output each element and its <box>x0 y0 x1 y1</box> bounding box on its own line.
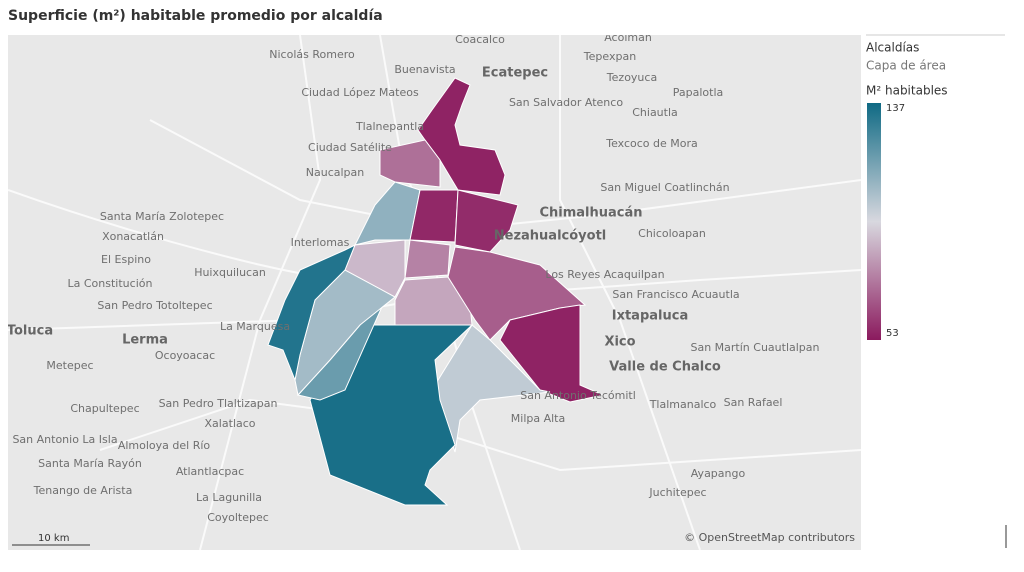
place-label: Ciudad López Mateos <box>301 86 419 99</box>
place-label: Ecatepec <box>482 66 548 81</box>
alcaldia <box>404 239 451 279</box>
place-label: Tlalnepantla <box>355 120 424 133</box>
legend-color-title: M² habitables <box>866 84 948 98</box>
place-label: Nezahualcóyotl <box>494 229 607 244</box>
color-ramp <box>867 103 881 340</box>
place-label: Buenavista <box>394 63 455 76</box>
place-label: Coyoltepec <box>207 511 269 524</box>
place-label: Chicoloapan <box>638 227 706 240</box>
place-label: San Salvador Atenco <box>509 96 623 109</box>
place-label: Tepexpan <box>583 50 636 63</box>
place-label: Ocoyoacac <box>155 349 215 362</box>
place-label: Almoloya del Río <box>118 439 211 452</box>
place-label: Chimalhuacán <box>539 206 642 221</box>
place-label: Papalotla <box>673 86 724 99</box>
place-label: Toluca <box>7 324 53 339</box>
place-label: San Rafael <box>724 396 783 409</box>
legend-layer-title: Alcaldías <box>866 41 919 55</box>
place-label: Ciudad Satélite <box>308 141 392 154</box>
place-label: Xico <box>604 335 635 350</box>
map: Coacalco Acolman Nicolás Romero Tepexpan Bue… <box>7 31 861 550</box>
title: Superficie (m²) habitable promedio por a… <box>8 8 383 24</box>
alcaldia <box>267 243 356 382</box>
place-label: Metepec <box>46 359 93 372</box>
place-label: San Miguel Coatlinchán <box>600 181 729 194</box>
place-label: Lerma <box>122 333 168 348</box>
place-label: San Pedro Totoltepec <box>97 299 212 312</box>
place-label: Xonacatlán <box>102 230 164 243</box>
place-label: San Francisco Acuautla <box>612 288 739 301</box>
alcaldia <box>454 189 519 253</box>
place-label: La Constitución <box>68 277 153 290</box>
place-label: La Marquesa <box>220 320 290 333</box>
place-label: San Martín Cuautlalpan <box>690 341 819 354</box>
place-label: Milpa Alta <box>511 412 565 425</box>
attribution: © OpenStreetMap contributors <box>684 531 855 544</box>
place-label: El Espino <box>101 253 151 266</box>
place-label: Tlalmanalco <box>649 398 717 411</box>
place-label: Ixtapaluca <box>612 309 688 324</box>
place-label: Juchitepec <box>648 486 706 499</box>
place-label: Los Reyes Acaquilpan <box>545 268 664 281</box>
place-label: Acolman <box>604 31 652 44</box>
regions <box>267 77 605 506</box>
place-label: Chiautla <box>632 106 678 119</box>
alcaldia <box>499 304 605 403</box>
place-label: Tezoyuca <box>606 71 657 84</box>
place-label: Valle de Chalco <box>609 360 721 375</box>
place-label: La Lagunilla <box>196 491 262 504</box>
legend-min: 53 <box>886 328 899 339</box>
place-label: Texcoco de Mora <box>605 137 698 150</box>
alcaldia <box>379 139 441 188</box>
place-label: San Antonio La Isla <box>12 433 117 446</box>
place-label: Santa María Rayón <box>38 457 142 470</box>
scale-label: 10 km <box>38 533 69 544</box>
place-label: Naucalpan <box>306 166 365 179</box>
place-label: Atlantlacpac <box>176 465 244 478</box>
place-label: San Pedro Tlaltizapan <box>159 397 278 410</box>
legend-max: 137 <box>886 103 905 114</box>
place-label: Huixquilucan <box>194 266 266 279</box>
legend-layer-subtitle: Capa de área <box>866 59 946 73</box>
place-label: Interlomas <box>291 236 350 249</box>
place-labels: Coacalco Acolman Nicolás Romero Tepexpan Bue… <box>7 31 820 524</box>
place-label: Chapultepec <box>70 402 139 415</box>
place-label: Xalatlaco <box>205 417 256 430</box>
place-label: Coacalco <box>455 33 505 46</box>
place-label: San Antonio Tecómitl <box>520 389 636 402</box>
place-label: Tenango de Arista <box>33 484 133 497</box>
place-label: Ayapango <box>691 467 746 480</box>
place-label: Santa María Zolotepec <box>100 210 224 223</box>
place-label: Nicolás Romero <box>269 48 355 61</box>
